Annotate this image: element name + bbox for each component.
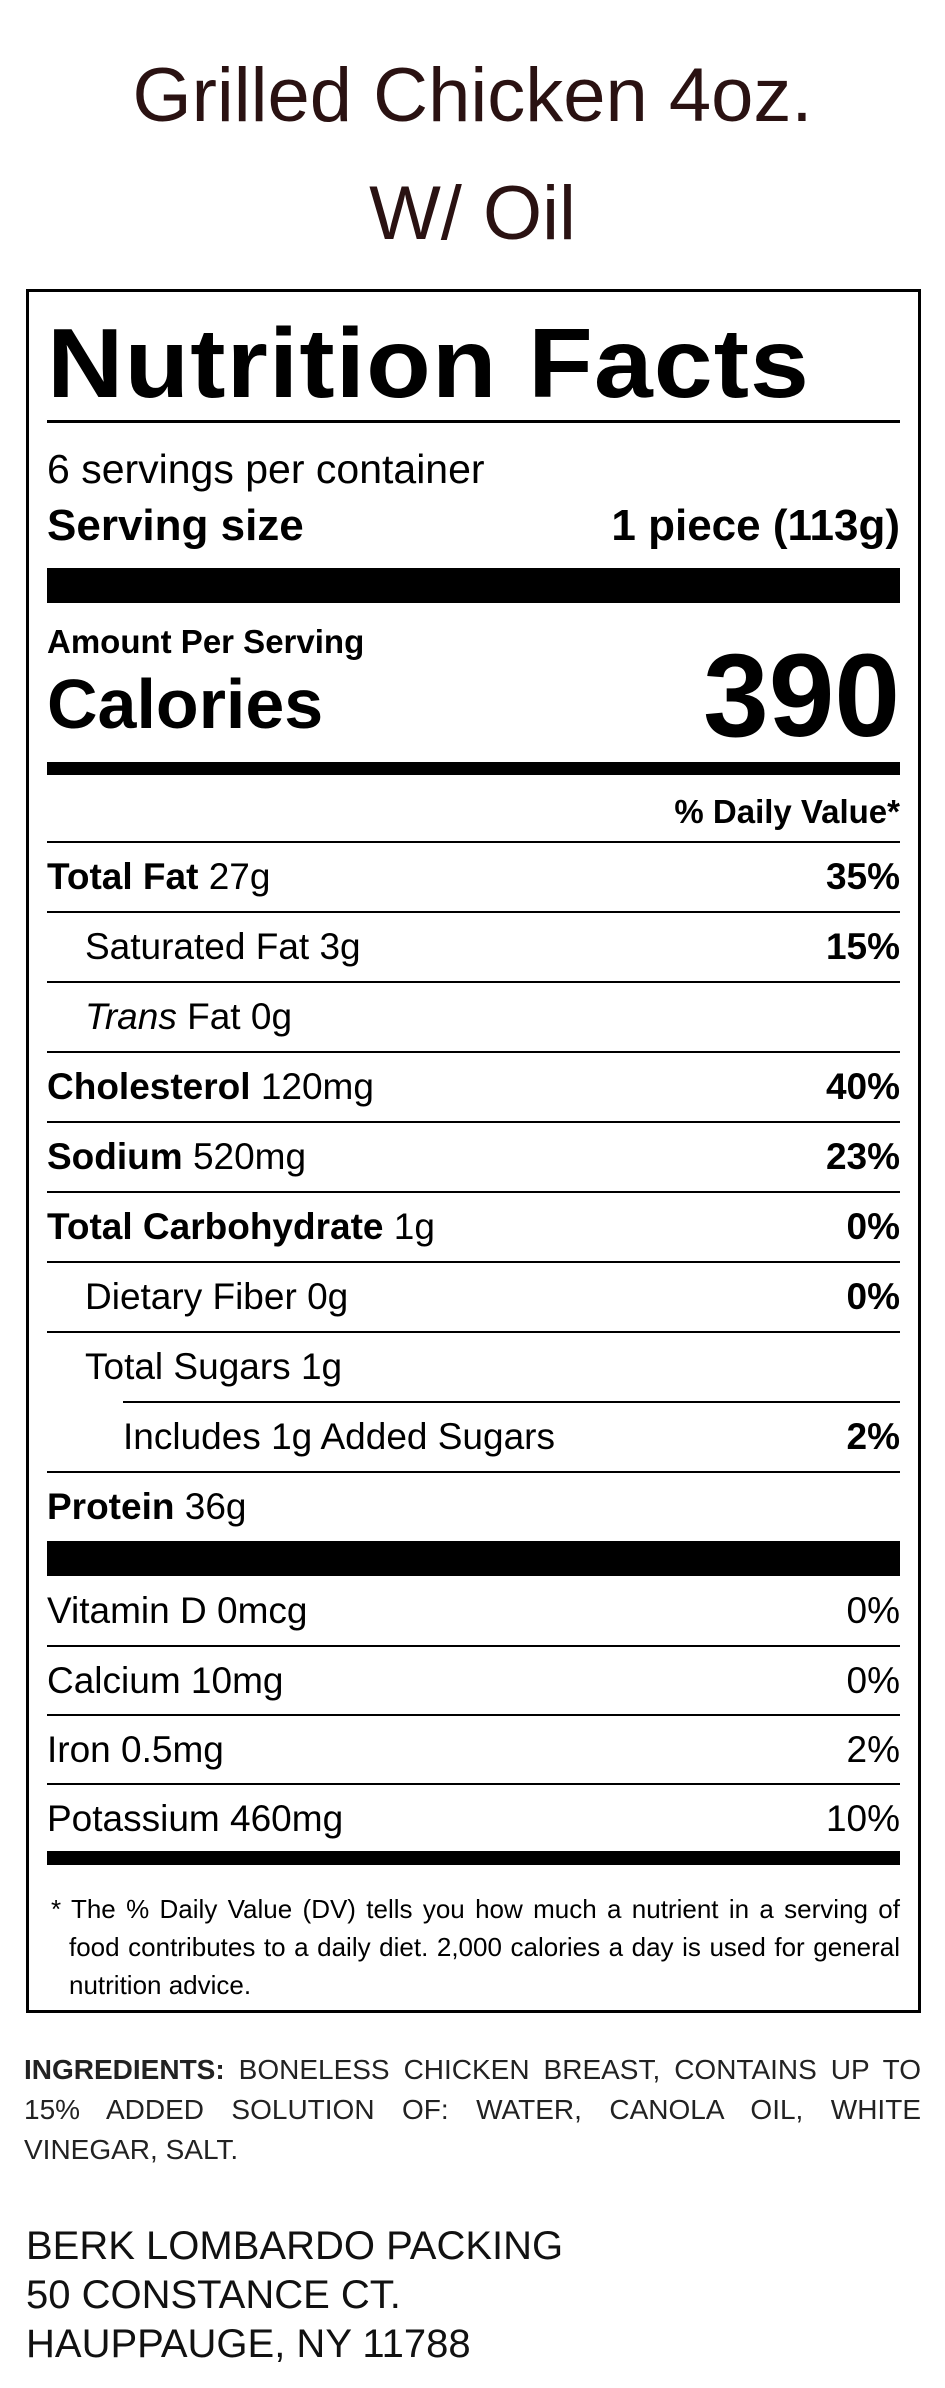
nutrient-amount: 36g <box>184 1486 247 1527</box>
calories-label: Calories <box>47 665 324 743</box>
nutrient-daily-value: 15% <box>825 926 900 967</box>
nutrient-name-suffix: Fat <box>187 996 241 1037</box>
vitamin-row: Iron 0.5mg 2% <box>47 1714 900 1784</box>
nutrition-facts-heading: Nutrition Facts <box>47 308 810 418</box>
serving-size-label: Serving size <box>47 501 304 550</box>
vitamin-name: Calcium <box>47 1660 181 1701</box>
nutrient-amount: 1g <box>300 1346 343 1387</box>
vitamin-label: Iron 0.5mg <box>47 1729 224 1771</box>
nutrient-name: Dietary Fiber <box>85 1276 297 1317</box>
nutrient-daily-value: 2% <box>846 1416 900 1457</box>
vitamin-name: Potassium <box>47 1798 220 1839</box>
vitamin-daily-value: 0% <box>846 1590 900 1631</box>
divider <box>47 420 900 423</box>
nutrient-name: Total Sugars <box>85 1346 291 1387</box>
ingredients-text: BONELESS CHICKEN BREAST, CONTAINS UP TO … <box>24 2054 921 2165</box>
nutrient-row: Total Carbohydrate 1g 0% <box>47 1191 900 1261</box>
nutrient-label: Dietary Fiber 0g <box>85 1276 348 1318</box>
nutrient-label: Includes 1g Added Sugars <box>123 1416 555 1458</box>
manufacturer-name: BERK LOMBARDO PACKING <box>26 2224 564 2268</box>
servings-per-container: 6 servings per container <box>47 446 485 492</box>
nutrient-label: Trans Fat 0g <box>85 996 292 1038</box>
vitamin-daily-value: 0% <box>846 1660 900 1701</box>
vitamin-row: Vitamin D 0mcg 0% <box>47 1576 900 1646</box>
nutrient-name: Sodium <box>47 1136 183 1177</box>
nutrient-label: Cholesterol 120mg <box>47 1066 374 1108</box>
nutrient-amount: 27g <box>208 856 271 897</box>
nutrient-label: Total Fat 27g <box>47 856 270 898</box>
thick-divider <box>47 1541 900 1576</box>
nutrient-row: Dietary Fiber 0g 0% <box>47 1261 900 1331</box>
nutrient-daily-value: 40% <box>825 1066 900 1107</box>
nutrient-row: Protein 36g <box>47 1471 900 1541</box>
nutrient-daily-value: 0% <box>846 1206 900 1247</box>
nutrient-name: Includes 1g Added Sugars <box>123 1416 555 1457</box>
manufacturer-address: BERK LOMBARDO PACKING 50 CONSTANCE CT. H… <box>26 2222 563 2369</box>
product-title-line1: Grilled Chicken 4oz. <box>132 53 813 138</box>
daily-value-header: % Daily Value* <box>674 793 900 830</box>
nutrient-name: Protein <box>47 1486 175 1527</box>
nutrient-amount: 120mg <box>260 1066 374 1107</box>
nutrient-amount: 0g <box>307 1276 349 1317</box>
amount-per-serving: Amount Per Serving <box>47 623 365 660</box>
ingredients: INGREDIENTS: BONELESS CHICKEN BREAST, CO… <box>24 2050 921 2170</box>
vitamin-amount: 10mg <box>190 1660 284 1701</box>
nutrient-row: Includes 1g Added Sugars 2% <box>123 1401 900 1471</box>
vitamin-amount: 0mcg <box>217 1590 308 1631</box>
nutrient-daily-value: 23% <box>825 1136 900 1177</box>
nutrition-facts-panel: Nutrition Facts 6 servings per container… <box>26 289 921 2013</box>
vitamin-row: Calcium 10mg 0% <box>47 1645 900 1715</box>
nutrient-amount: 0g <box>250 996 293 1037</box>
nutrient-label: Protein 36g <box>47 1486 246 1528</box>
nutrient-label: Sodium 520mg <box>47 1136 306 1178</box>
product-title-line2: W/ Oil <box>369 171 576 256</box>
nutrient-daily-value: 35% <box>825 856 900 897</box>
vitamin-amount: 0.5mg <box>121 1729 224 1770</box>
vitamin-label: Potassium 460mg <box>47 1798 343 1840</box>
nutrient-row: Sodium 520mg 23% <box>47 1121 900 1191</box>
nutrient-row: Saturated Fat 3g 15% <box>47 911 900 981</box>
nutrient-amount: 1g <box>393 1206 435 1247</box>
nutrient-name: Trans <box>85 996 177 1037</box>
nutrient-amount: 3g <box>319 926 361 967</box>
vitamin-label: Vitamin D 0mcg <box>47 1590 307 1632</box>
nutrient-label: Total Sugars 1g <box>85 1346 342 1388</box>
vitamin-name: Iron <box>47 1729 111 1770</box>
nutrient-row: Total Fat 27g 35% <box>47 841 900 911</box>
nutrient-name: Total Fat <box>47 856 199 897</box>
nutrient-daily-value: 0% <box>846 1276 900 1317</box>
vitamin-amount: 460mg <box>230 1798 344 1839</box>
serving-size-value: 1 piece (113g) <box>611 501 900 550</box>
nutrient-name: Saturated Fat <box>85 926 310 967</box>
nutrient-name: Total Carbohydrate <box>47 1206 384 1247</box>
vitamin-daily-value: 2% <box>846 1729 900 1770</box>
manufacturer-street: 50 CONSTANCE CT. <box>26 2273 401 2317</box>
nutrient-label: Total Carbohydrate 1g <box>47 1206 435 1248</box>
calories-value: 390 <box>703 630 900 762</box>
daily-value-footnote: * The % Daily Value (DV) tells you how m… <box>51 1894 900 2000</box>
vitamin-label: Calcium 10mg <box>47 1660 283 1702</box>
manufacturer-city: HAUPPAUGE, NY 11788 <box>26 2322 471 2366</box>
nutrient-amount: 520mg <box>192 1136 307 1177</box>
nutrient-label: Saturated Fat 3g <box>85 926 361 968</box>
vitamin-name: Vitamin D <box>47 1590 207 1631</box>
nutrient-name: Cholesterol <box>47 1066 251 1107</box>
thick-divider <box>47 1851 900 1865</box>
nutrient-row: Total Sugars 1g <box>47 1331 900 1401</box>
nutrient-row: Trans Fat 0g <box>47 981 900 1051</box>
thick-divider <box>47 568 900 603</box>
ingredients-label: INGREDIENTS: <box>24 2054 225 2085</box>
nutrient-row: Cholesterol 120mg 40% <box>47 1051 900 1121</box>
vitamin-row: Potassium 460mg 10% <box>47 1783 900 1853</box>
vitamin-daily-value: 10% <box>825 1798 900 1839</box>
medium-divider <box>47 762 900 775</box>
